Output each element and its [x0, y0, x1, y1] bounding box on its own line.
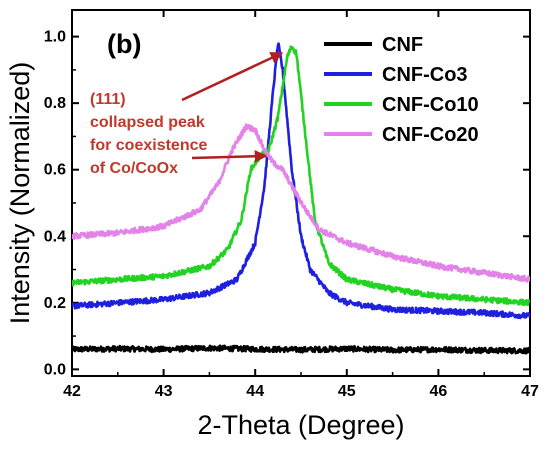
x-tick-label: 43: [155, 383, 173, 400]
plot-area: [71, 9, 531, 377]
x-tick-label: 44: [246, 383, 264, 400]
legend-label: CNF: [382, 34, 423, 56]
series-line: [72, 45, 530, 307]
annotation-arrow: [181, 51, 284, 102]
annotation-arrow: [191, 150, 268, 163]
legend: CNF CNF-Co3 CNF-Co10 CNF-Co20: [324, 34, 479, 146]
annotation-line: of Co/CoOx: [90, 160, 178, 177]
x-tick-label: 46: [430, 383, 448, 400]
y-axis-title: Intensity (Normalized): [5, 62, 35, 325]
x-tick-label: 47: [521, 383, 539, 400]
y-tick-label: 0.6: [44, 162, 66, 179]
annotation-line: (111): [90, 91, 126, 108]
legend-label: CNF-Co20: [382, 124, 479, 146]
y-tick-label: 0.4: [44, 228, 66, 245]
y-tick-label: 1.0: [44, 29, 66, 46]
y-tick-label: 0.2: [44, 295, 66, 312]
annotation-line: collapsed peak: [90, 114, 205, 131]
legend-label: CNF-Co3: [382, 64, 468, 86]
y-tick-label: 0.0: [44, 361, 66, 378]
series-line: [72, 344, 530, 355]
series-line: [72, 42, 530, 320]
legend-label: CNF-Co10: [382, 94, 479, 116]
annotation-line: for coexistence: [90, 137, 207, 154]
series-layer: [72, 42, 530, 355]
annotation: (111) collapsed peak for coexistence of …: [90, 51, 284, 177]
panel-label: (b): [107, 29, 141, 59]
y-tick-labels: 0.0 0.2 0.4 0.6 0.8 1.0: [44, 29, 66, 379]
x-axis-title: 2-Theta (Degree): [197, 410, 404, 440]
y-tick-label: 0.8: [44, 95, 66, 112]
series-line: [72, 123, 530, 283]
x-tick-label: 45: [338, 383, 356, 400]
x-tick-label: 42: [63, 383, 81, 400]
x-tick-labels: 42 43 44 45 46 47: [63, 383, 539, 400]
